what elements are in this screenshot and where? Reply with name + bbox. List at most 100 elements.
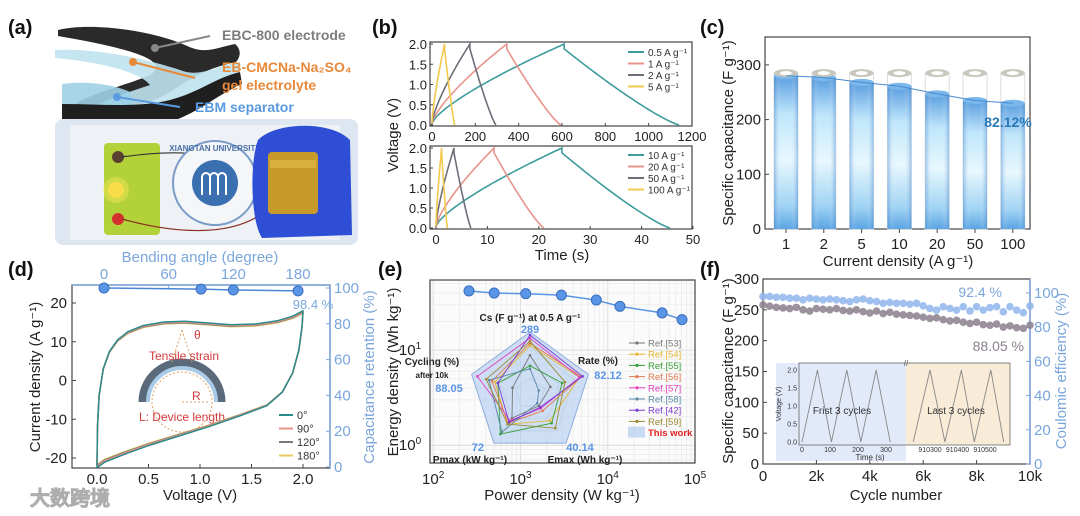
legend-label: Ref.[55] [648, 361, 681, 372]
capacitance-point [1006, 322, 1014, 330]
legend-marker [635, 419, 639, 423]
ragone-x-tick-label: 105 [684, 470, 707, 488]
terminal-red [112, 213, 124, 225]
inset-x-tick-label: 100 [824, 447, 836, 454]
terminal-black [112, 151, 124, 163]
cycling-x-tick-label: 10k [1018, 468, 1043, 485]
radar-axis-label: Rate (%) [578, 356, 618, 367]
cycling-x-tick-label: 8k [969, 468, 985, 485]
capacitance-point [939, 315, 948, 324]
rate-y-tick-label: 300 [736, 57, 761, 74]
capacitance-point [866, 309, 874, 317]
gcd-y-tick-label: 0.0 [409, 118, 427, 133]
legend-label: Ref.[42] [648, 406, 681, 417]
ragone-x-tick-label: 102 [422, 470, 445, 488]
ce-point [866, 296, 874, 305]
inset-first-cycles-curve [801, 369, 891, 443]
radar-axis-value: 40.14 [566, 442, 594, 454]
capacitance-point [926, 314, 934, 323]
cylinder-cap-hole [969, 71, 981, 76]
radar-ref-point [560, 381, 564, 385]
gcd-y-tick-label: 0.0 [409, 221, 427, 236]
gcd-x-tick-label: 1200 [678, 129, 707, 144]
ce-point [972, 302, 981, 311]
bending-circle [151, 371, 213, 433]
gcd-x-tick-label: 20 [532, 232, 546, 247]
gcd-x-tick-label: 200 [464, 129, 486, 144]
gcd-x-tick-label: 800 [594, 129, 616, 144]
cycling-y-tick-label: 0 [751, 456, 759, 473]
panel-f-cycling-chart: Specific capacitance (F g⁻¹) Coulomic ef… [720, 271, 1070, 504]
retention-y2-tick-label: 60 [334, 352, 351, 369]
panel-a-illustration: EBC-800 electrode EB-CMCNa-Na₂SO₄ gel el… [55, 26, 358, 245]
radar-ref-point [541, 409, 544, 413]
electrolyte-label-line1: EB-CMCNa-Na₂SO₄ [222, 59, 352, 75]
inset-y-tick-label: 2.0 [787, 368, 797, 375]
ce-point [872, 297, 881, 306]
capacitance-point [1019, 324, 1028, 333]
capacitance-point [859, 307, 867, 316]
separator-dot [113, 93, 121, 101]
radar-ref-point [507, 420, 511, 424]
retention-y2-tick-label: 40 [334, 387, 351, 404]
rate-y-tick-label: 200 [736, 112, 761, 129]
rate-x-tick-label: 10 [891, 236, 908, 253]
radar-ref-point [528, 364, 532, 368]
radar-axis-value: 88.05 [435, 383, 463, 395]
cv-x-tick-label: 0.5 [138, 471, 159, 488]
retention-line [103, 287, 299, 292]
capacitance-point [946, 317, 954, 325]
bar-shading [1000, 103, 1025, 229]
capacitance-point [825, 306, 834, 314]
capacitance-point [986, 321, 994, 330]
radar-ref-point [528, 333, 532, 337]
capacitance-point [966, 319, 974, 328]
legend-marker [635, 408, 639, 412]
retention-point [227, 284, 239, 296]
ce-y2-tick-label: 20 [1034, 422, 1051, 439]
cylinder-cap-hole [817, 71, 830, 76]
radar-ref-point [535, 402, 539, 405]
panel-label-a: (a) [8, 17, 32, 39]
electrode-label: EBC-800 electrode [222, 27, 346, 43]
ce-y2-tick-label: 80 [1034, 319, 1051, 336]
ce-point [952, 306, 961, 314]
legend-label: Ref.[56] [648, 372, 681, 383]
ragone-point [614, 300, 626, 312]
gcd-x-tick-label: 50 [686, 232, 700, 247]
cycling-x-tick-label: 0 [759, 468, 767, 485]
ragone-point [590, 294, 602, 306]
bar-shading [774, 75, 798, 229]
legend-marker [635, 386, 639, 390]
axis-break-icon: // [904, 359, 909, 368]
watermark-logo: 大数跨境 [30, 486, 111, 511]
bent-device-outer [138, 358, 226, 403]
electrolyte-arrow [132, 61, 196, 79]
tick-exponent: 0 [416, 436, 422, 447]
cv-curve [96, 310, 304, 469]
legend-swatch [628, 426, 645, 438]
legend-label: 90° [297, 424, 314, 436]
tick-exponent: 2 [439, 470, 445, 481]
capacitance-point [785, 304, 794, 313]
retention-y2-tick-label: 20 [334, 423, 351, 440]
separator-arrow [116, 96, 181, 108]
ce-point [765, 292, 774, 301]
ce-point [899, 299, 907, 308]
ragone-x-tick-label: 104 [597, 470, 620, 488]
capacitance-point [1026, 321, 1034, 330]
capacitance-point [759, 301, 767, 309]
bending-x2-tick-label: 60 [160, 266, 177, 283]
led-light [108, 182, 124, 198]
panel-label-f: (f) [700, 259, 720, 281]
gcd-curve [435, 146, 671, 229]
ce-y2-tick-label: 100 [1034, 285, 1059, 302]
capacitance-point [912, 312, 921, 320]
ce-point [805, 294, 814, 302]
ce-point [1026, 302, 1034, 310]
radar-axis-value: 72 [472, 442, 484, 454]
cylinder-cap-hole [780, 71, 792, 76]
capacitance-point [952, 316, 961, 325]
ce-point [979, 306, 988, 314]
ce-point [792, 294, 801, 302]
